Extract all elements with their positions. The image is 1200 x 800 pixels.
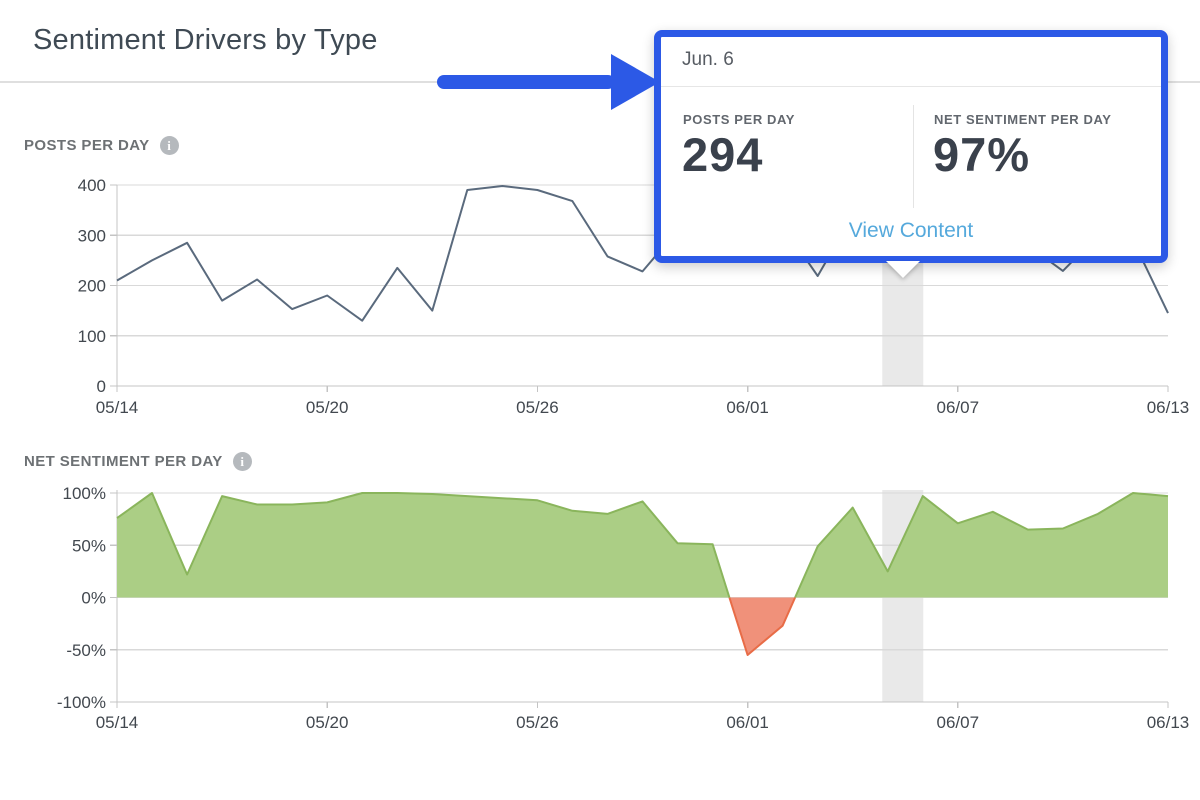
svg-text:400: 400 — [78, 176, 106, 195]
view-content-link[interactable]: View Content — [848, 219, 974, 242]
tooltip-sentiment-value: 97% — [933, 128, 1031, 181]
svg-text:05/14: 05/14 — [96, 713, 139, 732]
svg-text:50%: 50% — [72, 536, 106, 555]
sentiment-chart-header: NET SENTIMENT PER DAY i — [24, 452, 252, 471]
posts-chart-heading: POSTS PER DAY — [24, 137, 150, 154]
svg-text:06/13: 06/13 — [1147, 398, 1190, 417]
svg-text:300: 300 — [78, 226, 106, 245]
info-icon[interactable]: i — [232, 452, 252, 471]
chart-tooltip: Jun. 6 POSTS PER DAY 294 NET SENTIMENT P… — [654, 30, 1168, 263]
tooltip-posts-value: 294 — [682, 128, 764, 181]
svg-text:0: 0 — [97, 377, 106, 396]
svg-text:06/13: 06/13 — [1147, 713, 1190, 732]
net-sentiment-chart[interactable]: 100% 50% 0% -50% -100%05/14 05/20 05/26 06/01 06… — [0, 485, 1200, 750]
annotation-arrow-shaft — [437, 75, 615, 89]
svg-text:06/07: 06/07 — [937, 713, 980, 732]
tooltip-column-divider — [913, 105, 914, 208]
tooltip-date: Jun. 6 — [682, 49, 734, 70]
svg-text:200: 200 — [78, 277, 106, 296]
svg-text:-50%: -50% — [66, 641, 106, 660]
svg-text:06/01: 06/01 — [726, 713, 769, 732]
svg-text:100%: 100% — [63, 485, 106, 503]
tooltip-header-divider — [661, 86, 1161, 87]
annotation-arrow-head — [611, 54, 660, 110]
svg-text:-100%: -100% — [57, 693, 106, 712]
svg-text:06/07: 06/07 — [937, 398, 980, 417]
tooltip-sentiment-label: NET SENTIMENT PER DAY — [934, 112, 1112, 127]
svg-text:06/01: 06/01 — [726, 398, 769, 417]
svg-text:05/26: 05/26 — [516, 398, 559, 417]
svg-text:100: 100 — [78, 327, 106, 346]
svg-text:05/26: 05/26 — [516, 713, 559, 732]
svg-text:05/14: 05/14 — [96, 398, 139, 417]
svg-text:0%: 0% — [81, 589, 106, 608]
tooltip-posts-label: POSTS PER DAY — [683, 112, 796, 127]
posts-chart-header: POSTS PER DAY i — [24, 136, 179, 155]
svg-text:05/20: 05/20 — [306, 398, 349, 417]
sentiment-chart-heading: NET SENTIMENT PER DAY — [24, 453, 223, 470]
svg-text:05/20: 05/20 — [306, 713, 349, 732]
info-icon[interactable]: i — [159, 136, 179, 155]
posts-per-day-chart[interactable]: 400 300 200 100 0 05/14 05/20 05/26 06/01 06/07 06… — [0, 170, 1200, 430]
page-title: Sentiment Drivers by Type — [33, 24, 378, 56]
tooltip-caret — [886, 261, 920, 278]
